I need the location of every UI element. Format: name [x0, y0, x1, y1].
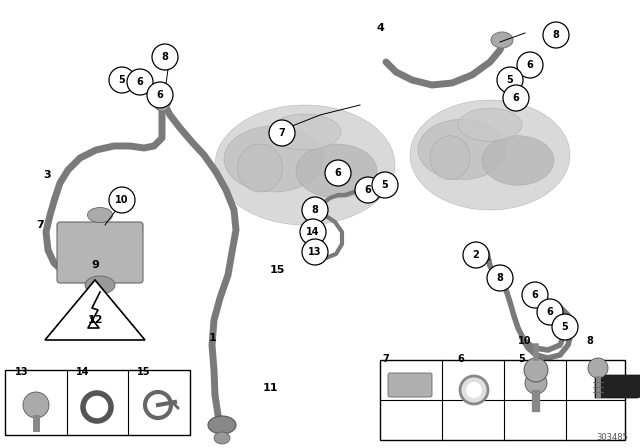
Text: 4: 4: [376, 23, 384, 33]
Bar: [380, 360, 625, 440]
Circle shape: [269, 120, 295, 146]
Text: 6: 6: [513, 93, 520, 103]
Text: 9: 9: [91, 260, 99, 270]
Circle shape: [325, 160, 351, 186]
Text: 11: 11: [262, 383, 278, 393]
Ellipse shape: [85, 276, 115, 294]
FancyBboxPatch shape: [57, 222, 143, 283]
Ellipse shape: [269, 114, 341, 150]
Circle shape: [503, 85, 529, 111]
Text: 5: 5: [118, 75, 125, 85]
Text: 2: 2: [472, 250, 479, 260]
Text: 8: 8: [552, 30, 559, 40]
Circle shape: [152, 44, 178, 70]
Circle shape: [127, 69, 153, 95]
Circle shape: [372, 172, 398, 198]
Text: 7: 7: [36, 220, 44, 230]
Text: 303485: 303485: [596, 433, 628, 442]
Text: 8: 8: [312, 205, 319, 215]
Circle shape: [89, 399, 105, 415]
Ellipse shape: [153, 89, 171, 111]
Polygon shape: [45, 280, 145, 340]
Circle shape: [460, 376, 488, 404]
Circle shape: [300, 219, 326, 245]
Text: 6: 6: [335, 168, 341, 178]
Text: 10: 10: [518, 336, 531, 346]
Ellipse shape: [410, 100, 570, 210]
Circle shape: [463, 242, 489, 268]
Ellipse shape: [215, 105, 395, 225]
Text: 8: 8: [497, 273, 504, 283]
Ellipse shape: [458, 108, 522, 141]
Circle shape: [302, 239, 328, 265]
Text: 6: 6: [365, 185, 371, 195]
Circle shape: [524, 358, 548, 382]
Circle shape: [147, 82, 173, 108]
Text: 6: 6: [457, 354, 464, 364]
Text: 7: 7: [382, 354, 388, 364]
Bar: [5, 370, 190, 435]
Circle shape: [466, 382, 482, 398]
Text: 15: 15: [269, 265, 285, 275]
Text: 6: 6: [157, 90, 163, 100]
Text: 5: 5: [562, 322, 568, 332]
Text: 6: 6: [136, 77, 143, 87]
Circle shape: [109, 67, 135, 93]
Polygon shape: [595, 375, 640, 398]
Text: 12: 12: [87, 315, 103, 325]
Circle shape: [355, 177, 381, 203]
Text: 5: 5: [507, 75, 513, 85]
Ellipse shape: [296, 144, 377, 198]
Circle shape: [23, 392, 49, 418]
FancyBboxPatch shape: [388, 373, 432, 397]
Text: 1: 1: [209, 333, 217, 343]
Ellipse shape: [482, 136, 554, 185]
Text: 6: 6: [527, 60, 533, 70]
Text: 15: 15: [137, 367, 150, 377]
Ellipse shape: [224, 126, 323, 192]
Ellipse shape: [208, 416, 236, 434]
Text: 13: 13: [15, 367, 29, 377]
Circle shape: [537, 299, 563, 325]
Circle shape: [497, 67, 523, 93]
Text: 10: 10: [115, 195, 129, 205]
Text: 5: 5: [381, 180, 388, 190]
Circle shape: [487, 265, 513, 291]
Text: 5: 5: [518, 354, 525, 364]
Circle shape: [517, 52, 543, 78]
Ellipse shape: [418, 119, 506, 180]
Ellipse shape: [237, 144, 282, 192]
Ellipse shape: [214, 432, 230, 444]
Circle shape: [525, 372, 547, 394]
Text: 8: 8: [586, 336, 593, 346]
Circle shape: [588, 358, 608, 378]
Circle shape: [302, 197, 328, 223]
Text: 6: 6: [532, 290, 538, 300]
Ellipse shape: [491, 32, 513, 48]
Ellipse shape: [88, 207, 113, 223]
Circle shape: [543, 22, 569, 48]
Circle shape: [522, 282, 548, 308]
Text: 6: 6: [547, 307, 554, 317]
Text: 3: 3: [43, 170, 51, 180]
Text: 8: 8: [161, 52, 168, 62]
Circle shape: [109, 187, 135, 213]
Text: 7: 7: [278, 128, 285, 138]
Text: 13: 13: [308, 247, 322, 257]
Text: 14: 14: [307, 227, 320, 237]
Ellipse shape: [430, 136, 470, 180]
Circle shape: [552, 314, 578, 340]
Text: 14: 14: [76, 367, 90, 377]
